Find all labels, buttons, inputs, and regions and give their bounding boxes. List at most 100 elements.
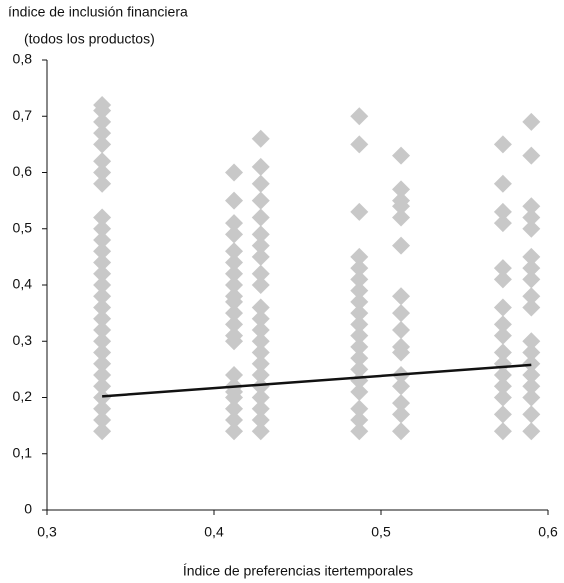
y-tick-label: 0,3 <box>13 332 33 348</box>
point <box>350 304 369 323</box>
point <box>493 422 512 441</box>
point <box>392 337 411 356</box>
point <box>493 405 512 424</box>
y-axis-title: índice de inclusión financiera <box>8 4 188 20</box>
point <box>93 388 112 407</box>
point <box>522 270 541 289</box>
x-tick-label: 0,5 <box>371 524 391 540</box>
point <box>251 276 270 294</box>
point <box>392 180 411 199</box>
point <box>493 298 512 317</box>
point <box>93 152 112 171</box>
point <box>493 214 512 233</box>
point <box>93 264 112 283</box>
point <box>93 422 112 441</box>
point <box>493 326 512 345</box>
point <box>225 214 244 233</box>
point <box>93 231 112 249</box>
point <box>93 124 112 143</box>
point <box>93 163 112 182</box>
point <box>392 236 411 255</box>
point <box>251 225 270 244</box>
point <box>251 191 270 210</box>
point <box>225 253 244 272</box>
point <box>493 388 512 407</box>
point <box>251 129 270 148</box>
point <box>522 208 541 227</box>
point <box>392 321 411 339</box>
point <box>251 332 270 351</box>
point <box>392 422 411 441</box>
point <box>350 422 369 441</box>
point <box>225 366 244 384</box>
point <box>93 96 112 114</box>
point <box>225 304 244 323</box>
point <box>522 219 541 238</box>
point <box>350 399 369 418</box>
point <box>251 174 270 193</box>
point <box>493 270 512 289</box>
point <box>93 321 112 339</box>
point <box>93 309 112 328</box>
point <box>493 315 512 334</box>
point <box>522 112 541 131</box>
point <box>392 208 411 227</box>
point <box>93 287 112 306</box>
point <box>350 281 369 300</box>
point <box>225 422 244 441</box>
point <box>522 343 541 362</box>
point <box>522 354 541 373</box>
point <box>93 366 112 384</box>
point <box>251 208 270 227</box>
point <box>493 202 512 221</box>
x-tick-label: 0,6 <box>538 524 558 540</box>
point <box>93 298 112 317</box>
point <box>350 360 369 379</box>
point <box>392 146 411 165</box>
point <box>225 264 244 283</box>
point <box>392 377 411 396</box>
point <box>522 332 541 351</box>
point <box>93 399 112 418</box>
point <box>93 242 112 261</box>
point <box>493 377 512 396</box>
point <box>493 343 512 362</box>
point <box>350 202 369 221</box>
point <box>225 242 244 261</box>
point <box>93 112 112 131</box>
point <box>93 354 112 373</box>
point <box>522 259 541 278</box>
point <box>93 343 112 362</box>
y-tick-label: 0,2 <box>13 388 33 404</box>
point <box>251 309 270 328</box>
x-tick-label: 0,4 <box>204 524 224 540</box>
trend-line <box>102 363 532 398</box>
point <box>251 377 270 396</box>
point <box>493 135 512 154</box>
y-tick-label: 0,5 <box>13 219 33 235</box>
point <box>350 411 369 429</box>
point <box>350 315 369 334</box>
point <box>251 411 270 429</box>
point <box>392 304 411 323</box>
point <box>350 135 369 154</box>
point <box>93 219 112 238</box>
point <box>225 326 244 345</box>
y-axis-title: (todos los productos) <box>24 31 155 47</box>
point <box>522 405 541 424</box>
point <box>350 259 369 278</box>
point <box>93 377 112 396</box>
point <box>392 405 411 424</box>
point <box>522 287 541 306</box>
point <box>350 337 369 356</box>
point <box>225 411 244 429</box>
point <box>251 422 270 441</box>
point <box>522 247 541 266</box>
point <box>93 208 112 227</box>
y-tick-label: 0,7 <box>13 107 33 123</box>
point <box>493 259 512 278</box>
point <box>93 276 112 294</box>
point <box>350 382 369 401</box>
point <box>350 292 369 311</box>
point <box>93 332 112 351</box>
